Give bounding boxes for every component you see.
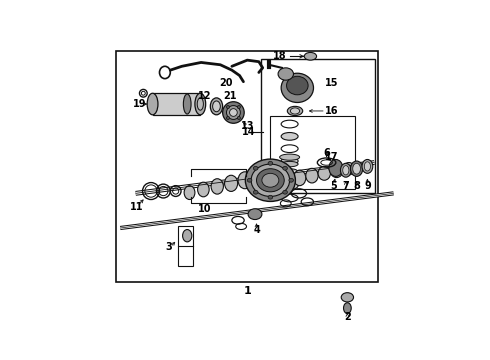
Ellipse shape [304,53,317,60]
Ellipse shape [280,154,300,160]
Ellipse shape [329,159,343,176]
Ellipse shape [197,98,203,110]
Text: 9: 9 [364,181,371,191]
Bar [261,59,375,193]
Text: 16: 16 [325,106,339,116]
Ellipse shape [291,108,300,114]
Bar [117,51,378,282]
Ellipse shape [229,109,237,116]
Bar [152,93,200,115]
Ellipse shape [330,165,343,177]
Ellipse shape [283,166,288,170]
Ellipse shape [195,93,206,115]
Text: 3: 3 [165,242,172,252]
Text: 6: 6 [323,148,330,158]
Ellipse shape [294,170,306,186]
Ellipse shape [262,173,279,187]
Ellipse shape [253,166,258,170]
Text: 12: 12 [198,91,212,100]
Ellipse shape [226,105,240,120]
Ellipse shape [287,76,308,95]
Ellipse shape [211,179,223,194]
Ellipse shape [183,230,192,242]
Ellipse shape [251,164,290,197]
Text: 13: 13 [241,121,254,131]
Ellipse shape [318,166,330,180]
Text: 5: 5 [330,181,337,191]
Text: 10: 10 [198,204,212,214]
Text: 20: 20 [220,78,233,88]
Ellipse shape [213,101,220,112]
Text: 11: 11 [130,202,144,212]
Text: 17: 17 [325,152,339,162]
Ellipse shape [281,161,298,167]
Text: 8: 8 [353,181,360,191]
Ellipse shape [257,169,284,192]
Ellipse shape [306,168,318,183]
Ellipse shape [278,68,294,80]
Ellipse shape [341,293,354,302]
Ellipse shape [210,98,222,115]
Ellipse shape [281,182,298,189]
Ellipse shape [343,166,349,175]
Ellipse shape [247,178,252,182]
Text: 18: 18 [273,51,287,61]
Ellipse shape [343,303,351,314]
Ellipse shape [268,195,273,199]
Text: 7: 7 [343,181,349,191]
Text: 1: 1 [244,286,251,296]
Ellipse shape [226,116,229,120]
Ellipse shape [350,161,363,176]
Bar [178,226,194,266]
Ellipse shape [237,105,241,109]
Ellipse shape [281,157,298,165]
Text: 2: 2 [344,311,351,321]
Text: 21: 21 [223,91,237,100]
Ellipse shape [248,209,262,220]
Ellipse shape [289,178,294,182]
Ellipse shape [245,159,295,202]
Ellipse shape [268,161,273,165]
Ellipse shape [362,159,373,173]
Ellipse shape [287,106,303,116]
Text: 15: 15 [325,78,339,88]
Ellipse shape [226,105,229,109]
Ellipse shape [238,172,252,189]
Ellipse shape [281,73,314,103]
Ellipse shape [365,162,370,171]
Ellipse shape [237,116,241,120]
Ellipse shape [197,182,209,197]
Ellipse shape [282,169,297,173]
Text: 19: 19 [133,99,146,109]
Ellipse shape [222,102,244,123]
Ellipse shape [224,175,238,192]
Ellipse shape [343,163,355,175]
Ellipse shape [341,163,351,177]
Ellipse shape [281,132,298,140]
Ellipse shape [283,190,288,194]
Text: 14: 14 [242,127,256,137]
Text: 4: 4 [253,225,260,235]
Bar [270,116,355,189]
Ellipse shape [147,93,158,115]
Ellipse shape [279,175,300,181]
Ellipse shape [184,186,195,199]
Ellipse shape [353,163,361,174]
Ellipse shape [253,190,258,194]
Ellipse shape [183,94,191,114]
